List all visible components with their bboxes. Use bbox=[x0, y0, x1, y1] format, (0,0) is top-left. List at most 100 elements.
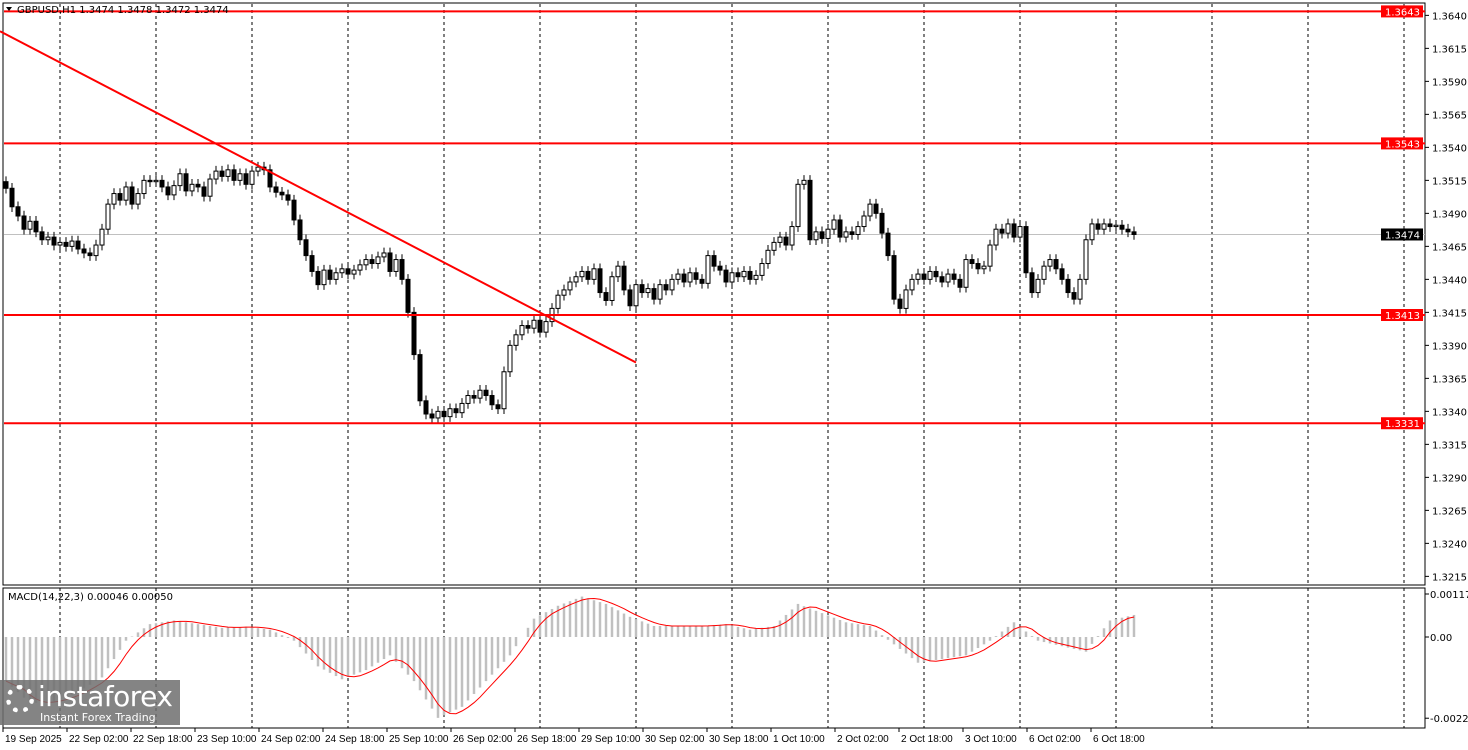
candle-bull bbox=[981, 265, 987, 270]
candle-bear bbox=[33, 220, 39, 233]
candle-bull bbox=[27, 220, 33, 230]
candle-bull bbox=[1047, 259, 1053, 267]
candle-bull bbox=[57, 241, 63, 246]
candle-bull bbox=[801, 179, 807, 185]
candle-bear bbox=[243, 173, 249, 185]
macd-tick-label: -0.00221 bbox=[1430, 714, 1468, 725]
candle-bull bbox=[645, 288, 651, 294]
candle-bear bbox=[117, 193, 123, 201]
candle-bull bbox=[255, 166, 261, 172]
candle-bear bbox=[159, 179, 165, 188]
candle-bear bbox=[279, 191, 285, 196]
candle-bear bbox=[39, 231, 45, 241]
candle-bull bbox=[213, 170, 219, 180]
candle-bear bbox=[837, 219, 843, 238]
candle-bear bbox=[1023, 226, 1029, 274]
candle-bear bbox=[51, 236, 57, 246]
price-tick-label: 1.3565 bbox=[1432, 110, 1467, 121]
candle-bear bbox=[423, 400, 429, 415]
candle-bull bbox=[633, 284, 639, 307]
candle-bull bbox=[393, 259, 399, 272]
level-label-box bbox=[1381, 309, 1423, 321]
candle-bear bbox=[327, 269, 333, 280]
candle-bull bbox=[669, 278, 675, 291]
candle-bull bbox=[357, 264, 363, 271]
candle-bear bbox=[819, 231, 825, 239]
candle-bear bbox=[783, 236, 789, 246]
time-label: 23 Sep 10:00 bbox=[197, 734, 257, 745]
time-label: 24 Sep 18:00 bbox=[325, 734, 385, 745]
candle-bull bbox=[435, 410, 441, 419]
candle-bull bbox=[843, 231, 849, 238]
candle-bull bbox=[831, 219, 837, 230]
candle-bull bbox=[477, 389, 483, 399]
candle-bull bbox=[1083, 239, 1089, 280]
candle-bull bbox=[45, 236, 51, 241]
candle-bull bbox=[351, 269, 357, 275]
candle-bear bbox=[405, 278, 411, 313]
candle-bear bbox=[1071, 292, 1077, 300]
candle-bear bbox=[1065, 278, 1071, 294]
candle-bear bbox=[9, 187, 15, 208]
candle-bear bbox=[933, 270, 939, 278]
candle-bull bbox=[765, 249, 771, 265]
candle-bear bbox=[975, 263, 981, 270]
candle-bear bbox=[273, 186, 279, 193]
candle-bear bbox=[483, 389, 489, 397]
candle-bull bbox=[225, 169, 231, 177]
candle-bull bbox=[675, 273, 681, 280]
candle-bear bbox=[879, 212, 885, 234]
candle-bear bbox=[489, 395, 495, 406]
candle-bear bbox=[471, 395, 477, 399]
time-label: 3 Oct 10:00 bbox=[965, 734, 1017, 745]
candle-bull bbox=[771, 241, 777, 251]
candle-bear bbox=[807, 179, 813, 241]
price-tick-label: 1.3640 bbox=[1432, 11, 1467, 22]
candle-bull bbox=[993, 228, 999, 246]
candle-bull bbox=[657, 284, 663, 300]
level-label: 1.3413 bbox=[1385, 311, 1420, 322]
candle-bull bbox=[741, 270, 747, 278]
candle-bear bbox=[129, 186, 135, 205]
candle-bear bbox=[15, 206, 21, 217]
candle-bear bbox=[699, 278, 705, 284]
candle-bear bbox=[891, 255, 897, 300]
price-tick-label: 1.3340 bbox=[1432, 407, 1467, 418]
candle-bear bbox=[999, 228, 1005, 234]
candle-bear bbox=[87, 252, 93, 257]
candle-bear bbox=[603, 292, 609, 301]
candle-bull bbox=[861, 215, 867, 228]
candle-bull bbox=[177, 173, 183, 187]
macd-label: MACD(14,22,3) 0.00046 0.00050 bbox=[8, 592, 173, 603]
candle-bear bbox=[621, 265, 627, 291]
candle-bear bbox=[369, 259, 375, 265]
time-label: 29 Sep 10:00 bbox=[581, 734, 641, 745]
candle-bear bbox=[1125, 228, 1131, 233]
candle-bull bbox=[249, 170, 255, 185]
candle-bull bbox=[135, 193, 141, 205]
price-tick-label: 1.3515 bbox=[1432, 176, 1467, 187]
time-label: 26 Sep 18:00 bbox=[517, 734, 577, 745]
logo-brand: instaforex bbox=[38, 680, 173, 713]
candle-bear bbox=[969, 259, 975, 265]
candle-bear bbox=[1053, 259, 1059, 270]
candle-bear bbox=[387, 252, 393, 272]
candle-bull bbox=[609, 276, 615, 301]
candle-bear bbox=[63, 241, 69, 247]
candle-bull bbox=[237, 173, 243, 181]
candle-bear bbox=[267, 169, 273, 188]
candle-bull bbox=[777, 236, 783, 243]
candle-bear bbox=[81, 248, 87, 254]
time-label: 22 Sep 02:00 bbox=[69, 734, 129, 745]
candle-bull bbox=[531, 319, 537, 329]
candle-bull bbox=[1089, 223, 1095, 241]
time-label: 22 Sep 18:00 bbox=[133, 734, 193, 745]
candle-bear bbox=[723, 269, 729, 283]
candle-bull bbox=[915, 273, 921, 280]
candle-bull bbox=[591, 268, 597, 280]
price-tick-label: 1.3290 bbox=[1432, 473, 1467, 484]
price-tick-label: 1.3490 bbox=[1432, 209, 1467, 220]
candle-bear bbox=[21, 215, 27, 230]
price-tick-label: 1.3265 bbox=[1432, 506, 1467, 517]
